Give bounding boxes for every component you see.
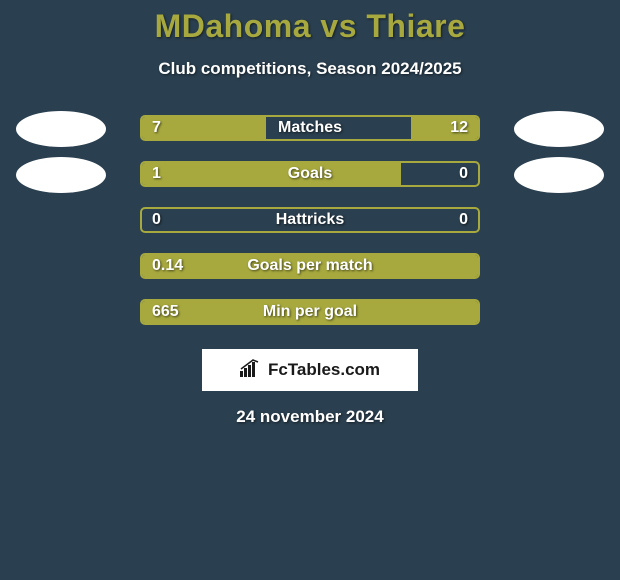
stat-bar: 0.14Goals per match — [140, 253, 480, 279]
stat-row: 665Min per goal — [0, 291, 620, 337]
stat-row: 7Matches12 — [0, 107, 620, 153]
stat-label: Matches — [142, 117, 478, 139]
stat-label: Goals per match — [142, 255, 478, 277]
stat-bar: 1Goals0 — [140, 161, 480, 187]
stats-list: 7Matches121Goals00Hattricks00.14Goals pe… — [0, 107, 620, 337]
stat-bar: 0Hattricks0 — [140, 207, 480, 233]
logo-text: FcTables.com — [268, 360, 380, 380]
stat-value-right: 12 — [450, 117, 468, 139]
date-label: 24 november 2024 — [0, 407, 620, 427]
logo-badge[interactable]: FcTables.com — [202, 349, 418, 391]
stat-value-right: 0 — [459, 209, 468, 231]
comparison-widget: MDahoma vs Thiare Club competitions, Sea… — [0, 0, 620, 427]
stat-row: 1Goals0 — [0, 153, 620, 199]
stat-bar: 7Matches12 — [140, 115, 480, 141]
player-left-avatar — [16, 157, 106, 193]
stat-label: Hattricks — [142, 209, 478, 231]
chart-icon — [240, 359, 262, 382]
subtitle: Club competitions, Season 2024/2025 — [0, 59, 620, 79]
stat-value-right: 0 — [459, 163, 468, 185]
stat-label: Goals — [142, 163, 478, 185]
player-right-avatar — [514, 111, 604, 147]
stat-row: 0Hattricks0 — [0, 199, 620, 245]
page-title: MDahoma vs Thiare — [0, 8, 620, 45]
stat-label: Min per goal — [142, 301, 478, 323]
stat-row: 0.14Goals per match — [0, 245, 620, 291]
stat-bar: 665Min per goal — [140, 299, 480, 325]
player-left-avatar — [16, 111, 106, 147]
player-right-avatar — [514, 157, 604, 193]
